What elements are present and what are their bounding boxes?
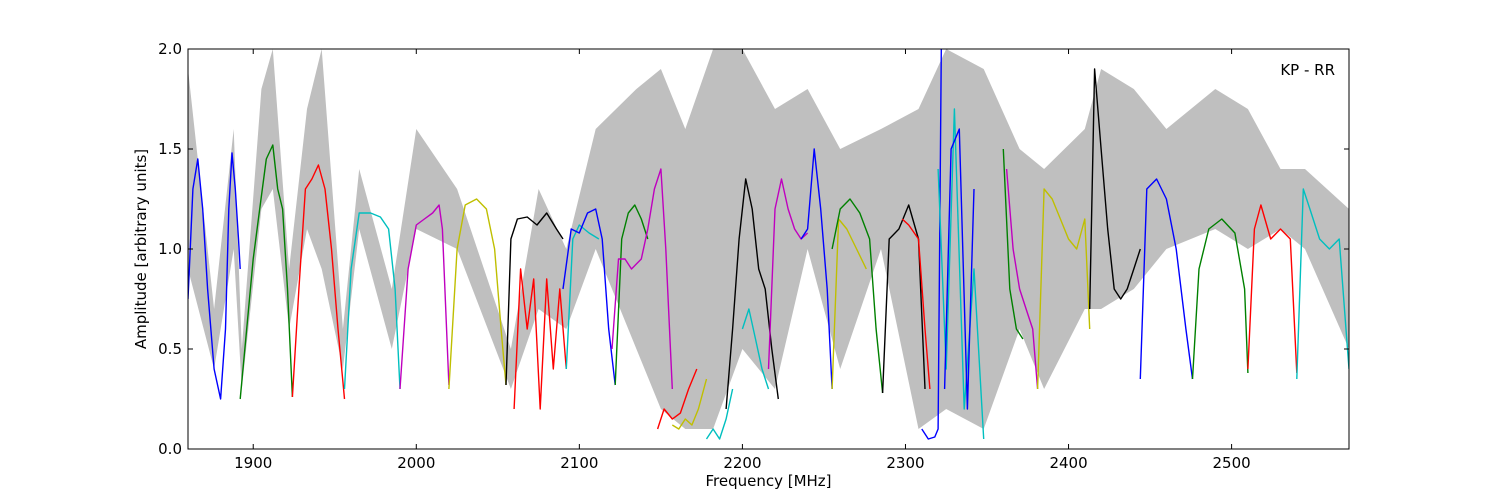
y-tick-label: 1.5 bbox=[158, 140, 182, 158]
series-line-11 bbox=[614, 204, 649, 386]
series-line-28 bbox=[1005, 168, 1039, 390]
series-layer bbox=[188, 49, 1349, 440]
series-line-3 bbox=[291, 164, 346, 400]
series-line-14 bbox=[671, 378, 708, 430]
series-line-17 bbox=[741, 308, 770, 390]
y-tick-label: 0.0 bbox=[158, 440, 182, 458]
series-line-13 bbox=[656, 368, 698, 430]
series-line-34 bbox=[1296, 188, 1349, 380]
series-line-26 bbox=[943, 128, 975, 410]
series-line-33 bbox=[1247, 204, 1298, 374]
chart-annotation: KP - RR bbox=[1280, 61, 1335, 79]
series-line-22 bbox=[881, 204, 926, 394]
series-line-1 bbox=[188, 152, 241, 400]
envelope-band bbox=[188, 49, 1349, 429]
x-tick-label: 2400 bbox=[1049, 454, 1087, 472]
series-line-5 bbox=[399, 204, 450, 390]
series-line-20 bbox=[831, 218, 867, 390]
y-axis-label: Amplitude [arbitrary units] bbox=[132, 149, 150, 349]
series-line-31 bbox=[1139, 178, 1194, 380]
x-tick-label: 2300 bbox=[886, 454, 924, 472]
x-tick-label: 2500 bbox=[1213, 454, 1251, 472]
series-line-6 bbox=[448, 198, 507, 390]
series-line-23 bbox=[901, 218, 931, 390]
series-line-2 bbox=[239, 144, 294, 400]
series-line-19 bbox=[800, 148, 833, 390]
series-line-8 bbox=[513, 268, 567, 410]
series-line-21 bbox=[831, 198, 884, 394]
x-tick-label: 2200 bbox=[723, 454, 761, 472]
envelope-layer bbox=[188, 49, 1349, 429]
x-tick-label: 1900 bbox=[234, 454, 272, 472]
series-line-4 bbox=[343, 212, 401, 390]
series-line-29 bbox=[1036, 188, 1091, 390]
series-line-9 bbox=[565, 224, 600, 370]
series-line-12 bbox=[611, 168, 673, 390]
series-line-7 bbox=[505, 212, 564, 386]
x-axis-label: Frequency [MHz] bbox=[705, 472, 831, 490]
series-line-15 bbox=[705, 388, 734, 440]
series-line-30 bbox=[1089, 68, 1141, 310]
series-line-24 bbox=[921, 49, 942, 440]
x-tick-label: 2000 bbox=[397, 454, 435, 472]
x-tick-label: 2100 bbox=[560, 454, 598, 472]
y-tick-label: 2.0 bbox=[158, 40, 182, 58]
series-line-27 bbox=[1002, 148, 1024, 340]
y-tick-label: 1.0 bbox=[158, 240, 182, 258]
series-line-25 bbox=[937, 108, 985, 440]
tick-layer: 1900 2000 2100 2200 2300 2400 2500 0.0 0.5 1.0 1.5… bbox=[158, 40, 1349, 472]
series-line-32 bbox=[1191, 218, 1249, 380]
y-tick-label: 0.5 bbox=[158, 340, 182, 358]
series-line-10 bbox=[562, 208, 616, 386]
